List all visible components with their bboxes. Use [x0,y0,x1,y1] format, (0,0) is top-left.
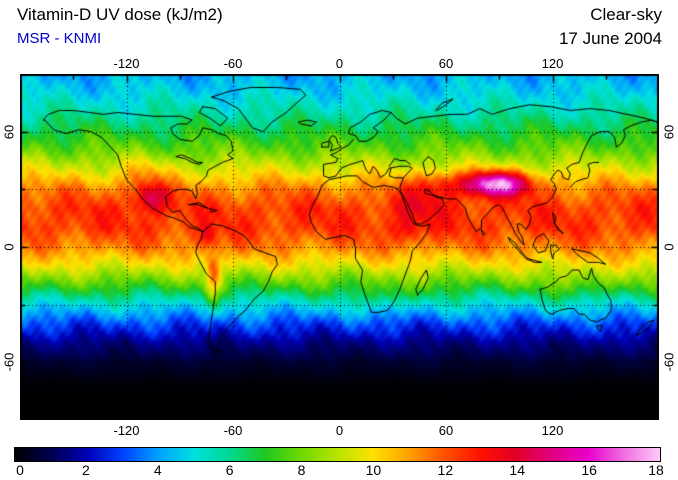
x-axis-tick-label-top: -120 [113,56,140,71]
colorbar [14,447,661,462]
colorbar-tick-label: 0 [16,462,24,478]
date-label: 17 June 2004 [558,29,662,48]
x-axis-tick-label-top: 120 [541,56,564,71]
colorbar-tick-label: 4 [153,462,162,478]
x-axis-tick-label-bottom: -60 [223,423,243,438]
x-axis-tick-label-bottom: 0 [335,423,344,438]
x-axis-tick-label-bottom: 60 [438,423,454,438]
y-axis-tick-label-right: 0 [661,243,677,251]
y-axis-tick-label-left: 60 [1,124,17,139]
colorbar-tick-label: 8 [297,462,306,478]
x-axis-tick-label-top: -60 [223,56,243,71]
x-axis-tick-label-top: 0 [335,56,344,71]
colorbar-tick-label: 18 [648,462,664,478]
world-uv-heatmap-canvas [20,74,659,420]
y-axis-tick-label-right: 60 [661,124,677,139]
y-axis-tick-label-right: -60 [661,352,677,372]
colorbar-tick-label: 6 [225,462,234,478]
figure-title: Vitamin-D UV dose (kJ/m2) [17,5,223,24]
colorbar-tick-label: 14 [509,462,526,478]
sky-condition-label: Clear-sky [590,5,662,24]
x-axis-tick-label-bottom: 120 [541,423,564,438]
y-axis-tick-label-left: -60 [1,352,17,372]
data-source-label: MSR - KNMI [17,30,102,47]
x-axis-tick-label-top: 60 [438,56,454,71]
colorbar-tick-label: 16 [581,462,597,478]
map-plot [20,74,659,420]
colorbar-tick-label: 2 [81,462,90,478]
colorbar-tick-label: 12 [437,462,454,478]
colorbar-tick-label: 10 [365,462,382,478]
colorbar-gradient [15,448,660,461]
y-axis-tick-label-left: 0 [1,243,17,251]
x-axis-tick-label-bottom: -120 [113,423,140,438]
